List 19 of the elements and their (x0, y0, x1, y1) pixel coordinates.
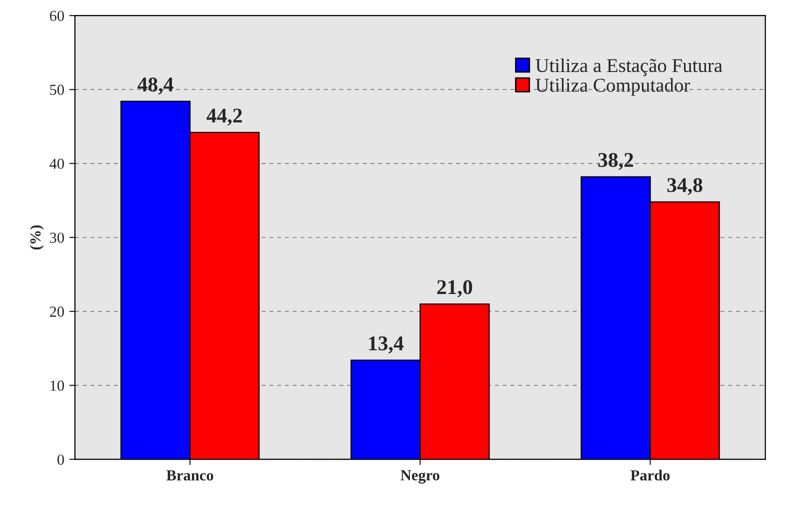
text: 48,4 (138, 78, 174, 95)
legend-label: Utiliza a Estação Futura (536, 58, 722, 76)
legend-label: Utiliza Computador (536, 78, 690, 96)
x-tick-label: Branco (166, 470, 214, 480)
x-tick-label: Pardo (630, 470, 670, 480)
y-axis-title: (%) (30, 225, 44, 250)
text: 13,4 (369, 336, 404, 354)
y-tick-label: 20 (50, 306, 64, 317)
y-tick-label: 10 (50, 380, 64, 391)
y-tick-label: 50 (50, 84, 64, 95)
x-tick-label: Negro (400, 470, 440, 484)
text: 44,2 (206, 108, 242, 126)
text: 34,8 (667, 178, 702, 196)
text: 21,0 (437, 280, 472, 298)
y-tick-label: 60 (50, 10, 64, 22)
y-tick-label: 40 (50, 158, 64, 169)
y-tick-label: 0 (57, 454, 64, 465)
y-tick-label: 30 (50, 232, 64, 243)
text: 38,2 (598, 152, 634, 170)
